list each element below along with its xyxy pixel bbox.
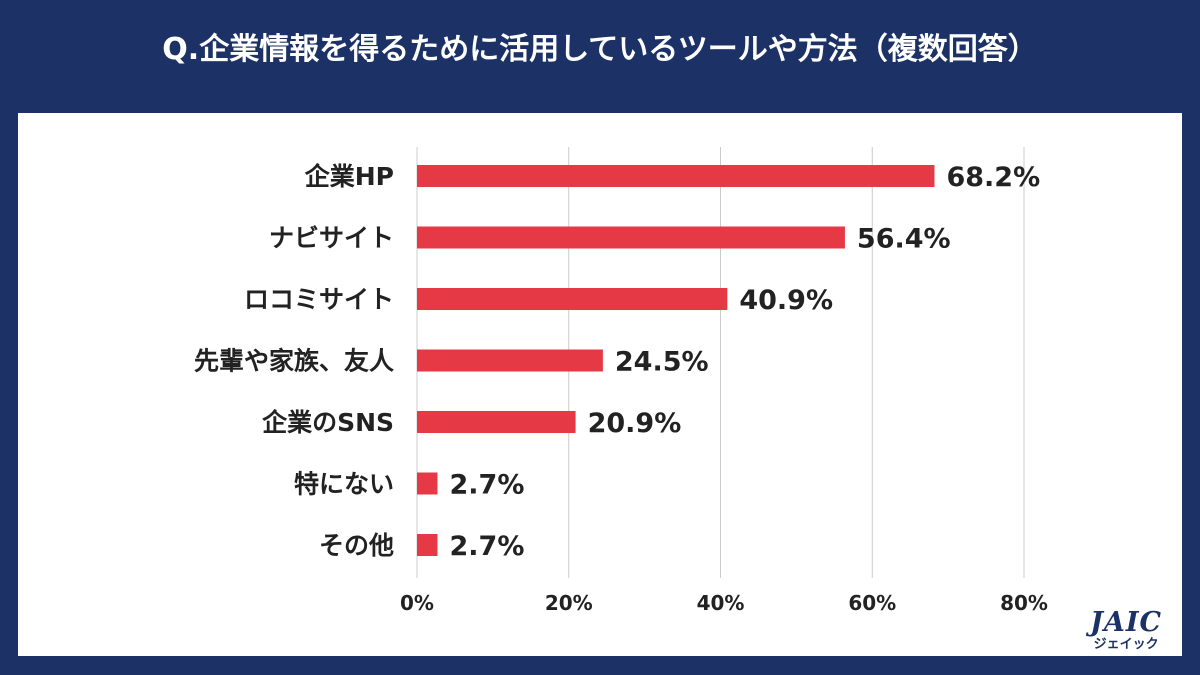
jaic-logo: JAIC ジェイック	[1090, 609, 1162, 653]
bar	[417, 534, 438, 556]
data-label: 24.5%	[615, 347, 709, 378]
bar	[417, 411, 576, 433]
x-tick-label: 60%	[848, 591, 896, 615]
chart-title: Q.企業情報を得るために活用しているツールや方法（複数回答）	[162, 32, 1038, 67]
data-label: 40.9%	[739, 285, 833, 316]
category-label: 企業HP	[305, 162, 394, 191]
category-label: 先輩や家族、友人	[194, 347, 394, 376]
data-label: 68.2%	[946, 162, 1040, 193]
logo-sub-text: ジェイック	[1093, 637, 1159, 652]
data-label: 20.9%	[588, 408, 682, 439]
bar	[417, 472, 438, 495]
bar	[417, 165, 935, 187]
data-label: 2.7%	[449, 470, 524, 501]
data-label: 2.7%	[449, 531, 524, 562]
bar-chart: 0% 20% 40% 60% 80% 企業HP 68.2% ナビサイト 56.4% ロコミサイト 4…	[194, 147, 1048, 615]
chart-panel: 0% 20% 40% 60% 80% 企業HP 68.2% ナビサイト 56.4% ロコミサイト 4…	[18, 113, 1182, 656]
x-tick-label: 40%	[697, 591, 745, 615]
bar	[417, 288, 728, 310]
x-tick-label: 80%	[1000, 591, 1048, 615]
category-label: 特にない	[294, 470, 394, 499]
x-tick-label: 20%	[545, 591, 593, 615]
category-label: その他	[319, 531, 394, 560]
bar	[417, 349, 603, 372]
logo-main-text: JAIC	[1090, 607, 1162, 638]
category-label: ロコミサイト	[244, 285, 394, 314]
x-tick-label: 0%	[400, 591, 434, 615]
category-label: 企業のSNS	[262, 408, 394, 437]
category-label: ナビサイト	[269, 224, 394, 253]
bar	[417, 226, 845, 249]
data-label: 56.4%	[857, 224, 951, 255]
